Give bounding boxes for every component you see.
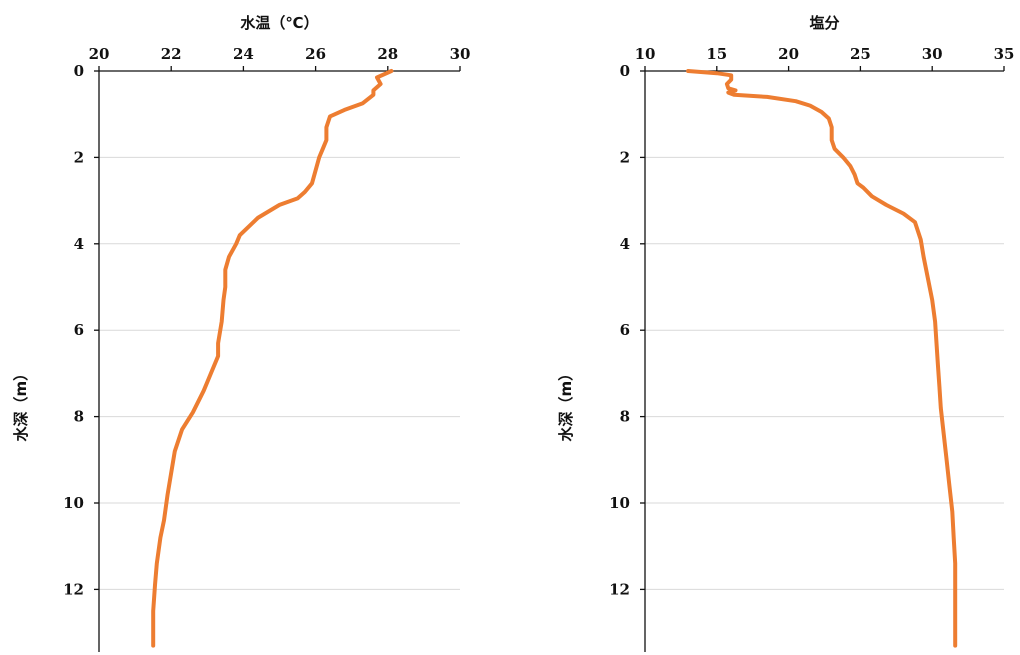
- y-tick-label: 0: [74, 62, 84, 80]
- y-tick-label: 6: [620, 321, 630, 339]
- x-axis-title: 水温（℃）: [240, 14, 318, 32]
- y-tick-label: 10: [63, 494, 84, 512]
- x-tick-label: 30: [450, 45, 471, 63]
- y-tick-label: 8: [620, 408, 630, 426]
- y-tick-label: 0: [620, 62, 630, 80]
- x-tick-label: 20: [778, 45, 799, 63]
- x-tick-label: 30: [922, 45, 943, 63]
- y-tick-label: 2: [620, 148, 630, 166]
- y-axis-title: 水深（m）: [557, 366, 575, 442]
- y-tick-label: 2: [74, 148, 84, 166]
- x-tick-label: 25: [850, 45, 871, 63]
- x-tick-label: 24: [233, 45, 254, 63]
- x-tick-label: 22: [161, 45, 182, 63]
- x-tick-label: 10: [635, 45, 656, 63]
- y-tick-label: 6: [74, 321, 84, 339]
- x-tick-label: 15: [706, 45, 727, 63]
- y-tick-label: 12: [63, 580, 84, 598]
- x-tick-label: 35: [994, 45, 1015, 63]
- profile-line: [151, 69, 394, 648]
- x-tick-label: 26: [305, 45, 326, 63]
- y-tick-label: 10: [609, 494, 630, 512]
- x-tick-label: 20: [89, 45, 110, 63]
- y-axis-title: 水深（m）: [12, 366, 30, 442]
- x-tick-label: 28: [377, 45, 398, 63]
- x-axis-title: 塩分: [809, 14, 839, 32]
- y-tick-label: 4: [74, 235, 84, 253]
- y-tick-label: 8: [74, 408, 84, 426]
- y-tick-label: 12: [609, 580, 630, 598]
- profile-line: [686, 69, 958, 648]
- y-tick-label: 4: [620, 235, 630, 253]
